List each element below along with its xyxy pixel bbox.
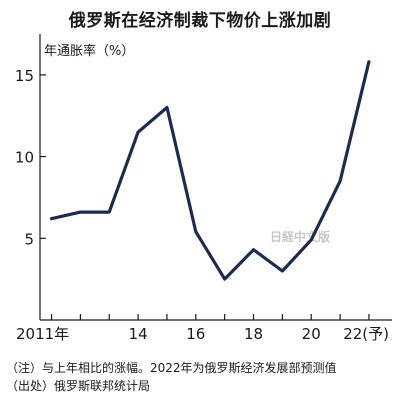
watermark: 日経中文版	[270, 229, 330, 244]
x-tick-label: 18	[244, 325, 263, 343]
x-tick-label: 16	[186, 325, 205, 343]
y-tick-label: 15	[15, 67, 34, 85]
y-axis-label: 年通胀率（%）	[44, 43, 134, 59]
x-tick-label: 14	[129, 325, 148, 343]
footnote: （注）与上年相比的涨幅。2022年为俄罗斯经济发展部预测值	[6, 361, 337, 375]
y-tick-label: 10	[15, 149, 34, 167]
x-tick-label: 2011年	[16, 325, 69, 343]
x-tick-label: 22(予)	[343, 325, 389, 343]
x-axis: 2011年 14 16 18 20 22(予)	[16, 314, 392, 343]
source-note: （出处）俄罗斯联邦统计局	[6, 379, 151, 393]
series-line	[49, 60, 371, 281]
line-chart: 5 10 15 2011年 14 16 18 20 22(予) 年通胀率（%） 日経中文版	[15, 34, 392, 343]
y-axis: 5 10 15	[15, 34, 46, 320]
chart-title: 俄罗斯在经济制裁下物价上涨加剧	[68, 11, 332, 31]
y-tick-label: 5	[24, 230, 34, 248]
x-tick-label: 20	[302, 325, 321, 343]
